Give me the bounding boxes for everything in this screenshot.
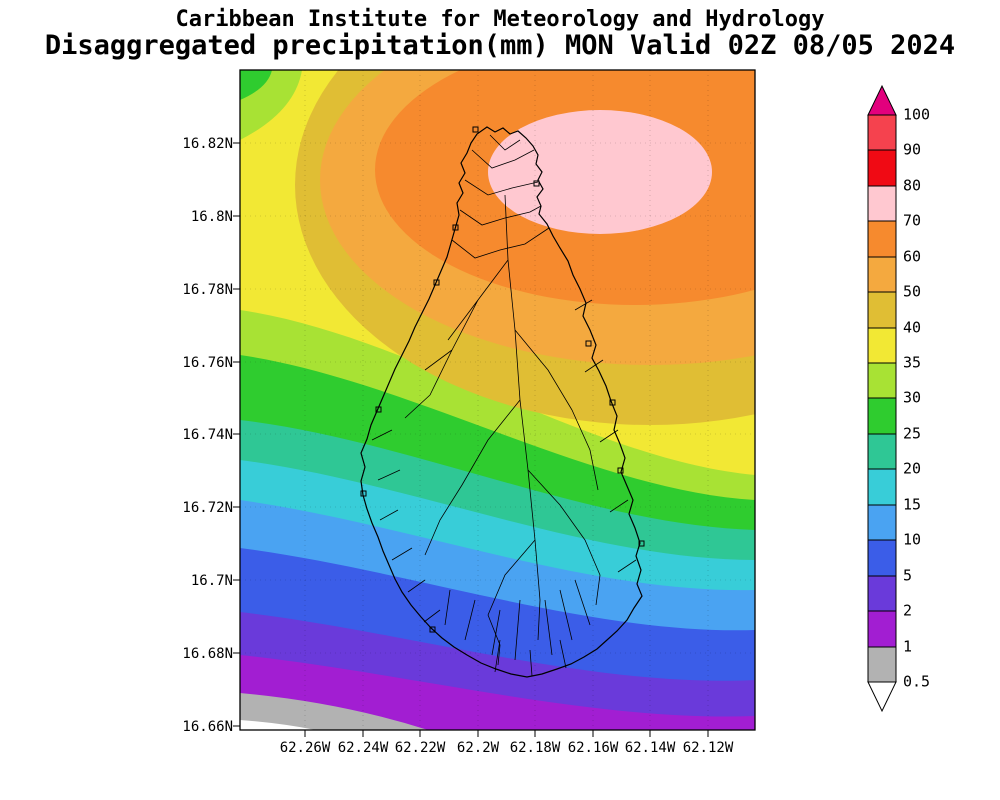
graticule	[240, 70, 755, 730]
colorbar-box-30-35	[867, 362, 897, 399]
colorbar-label: 0.5	[903, 673, 930, 691]
y-axis-label: 16.76N	[182, 355, 233, 371]
y-axis-label: 16.78N	[182, 282, 233, 298]
x-axis-label: 62.22W	[395, 740, 446, 756]
y-axis-label: 16.8N	[191, 209, 233, 225]
colorbar-box-80-90	[867, 149, 897, 187]
x-axis-label: 62.24W	[338, 740, 389, 756]
y-axis-label: 16.82N	[182, 136, 233, 152]
island-outline	[360, 126, 643, 678]
x-axis-label: 62.14W	[625, 740, 676, 756]
y-axis-label: 16.66N	[182, 719, 233, 735]
y-axis: 16.82N 16.8N 16.78N 16.76N 16.74N 16.72N…	[182, 136, 233, 735]
colorbar-label: 5	[903, 567, 912, 585]
chart-subtitle: Disaggregated precipitation(mm) MON Vali…	[45, 30, 955, 61]
colorbar-arrow-over-100	[867, 84, 897, 116]
colorbar-box-50-60	[867, 256, 897, 293]
colorbar-label: 35	[903, 354, 921, 372]
colorbar-label: 15	[903, 496, 921, 514]
y-axis-label: 16.7N	[191, 573, 233, 589]
colorbar-label: 50	[903, 283, 921, 301]
colorbar-label: 1	[903, 638, 912, 656]
corner-band-25-30mm	[240, 70, 272, 100]
colorbar-label: 60	[903, 248, 921, 266]
colorbar-box-1-2	[867, 610, 897, 648]
colorbar-box-15-20	[867, 468, 897, 506]
x-axis-label: 62.12W	[683, 740, 734, 756]
colorbar-label: 10	[903, 531, 921, 549]
colorbar-arrow-under-0.5	[867, 681, 897, 713]
y-axis-label: 16.74N	[182, 427, 233, 443]
colorbar-label: 100	[903, 106, 930, 124]
colorbar-box-20-25	[867, 433, 897, 470]
contour-band-70-80mm-max	[488, 110, 712, 234]
colorbar-box-5-10	[867, 539, 897, 577]
colorbar-label: 25	[903, 425, 921, 443]
x-axis-label: 62.18W	[510, 740, 561, 756]
colorbar-box-25-30	[867, 397, 897, 435]
colorbar-label: 80	[903, 177, 921, 195]
y-axis-label: 16.72N	[182, 500, 233, 516]
colorbar-box-60-70	[867, 220, 897, 258]
colorbar	[867, 84, 897, 713]
x-axis-label: 62.26W	[280, 740, 331, 756]
contour-band-under-0.5mm	[240, 720, 316, 730]
colorbar-box-10-15	[867, 504, 897, 541]
colorbar-label: 90	[903, 141, 921, 159]
institute-title: Caribbean Institute for Meteorology and …	[175, 7, 824, 32]
colorbar-box-2-5	[867, 575, 897, 612]
contour-band-0.5-1mm	[240, 693, 428, 730]
colorbar-label: 40	[903, 319, 921, 337]
station-square-markers	[360, 126, 645, 633]
contour-field	[240, 70, 755, 730]
colorbar-label: 30	[903, 389, 921, 407]
colorbar-box-35-40	[867, 327, 897, 364]
colorbar-box-0.5-1	[867, 646, 897, 683]
plot-border	[239, 69, 756, 731]
x-axis-label: 62.16W	[568, 740, 619, 756]
y-axis-label: 16.68N	[182, 646, 233, 662]
colorbar-label: 20	[903, 460, 921, 478]
colorbar-label: 2	[903, 602, 912, 620]
colorbar-box-40-50	[867, 291, 897, 329]
colorbar-box-70-80	[867, 185, 897, 222]
colorbar-box-90-100	[867, 114, 897, 151]
x-axis: 62.26W 62.24W 62.22W 62.2W 62.18W 62.16W…	[280, 740, 734, 756]
stream-lines	[371, 299, 637, 677]
colorbar-label: 70	[903, 212, 921, 230]
y-axis-ticks	[233, 142, 240, 727]
x-axis-label: 62.2W	[457, 740, 500, 756]
colorbar-labels: 100 90 80 70 60 50 40 35 30 25 20 15 10 …	[903, 106, 930, 691]
watershed-lines	[404, 134, 601, 666]
island-overlay	[360, 126, 645, 678]
x-axis-ticks	[304, 730, 709, 737]
